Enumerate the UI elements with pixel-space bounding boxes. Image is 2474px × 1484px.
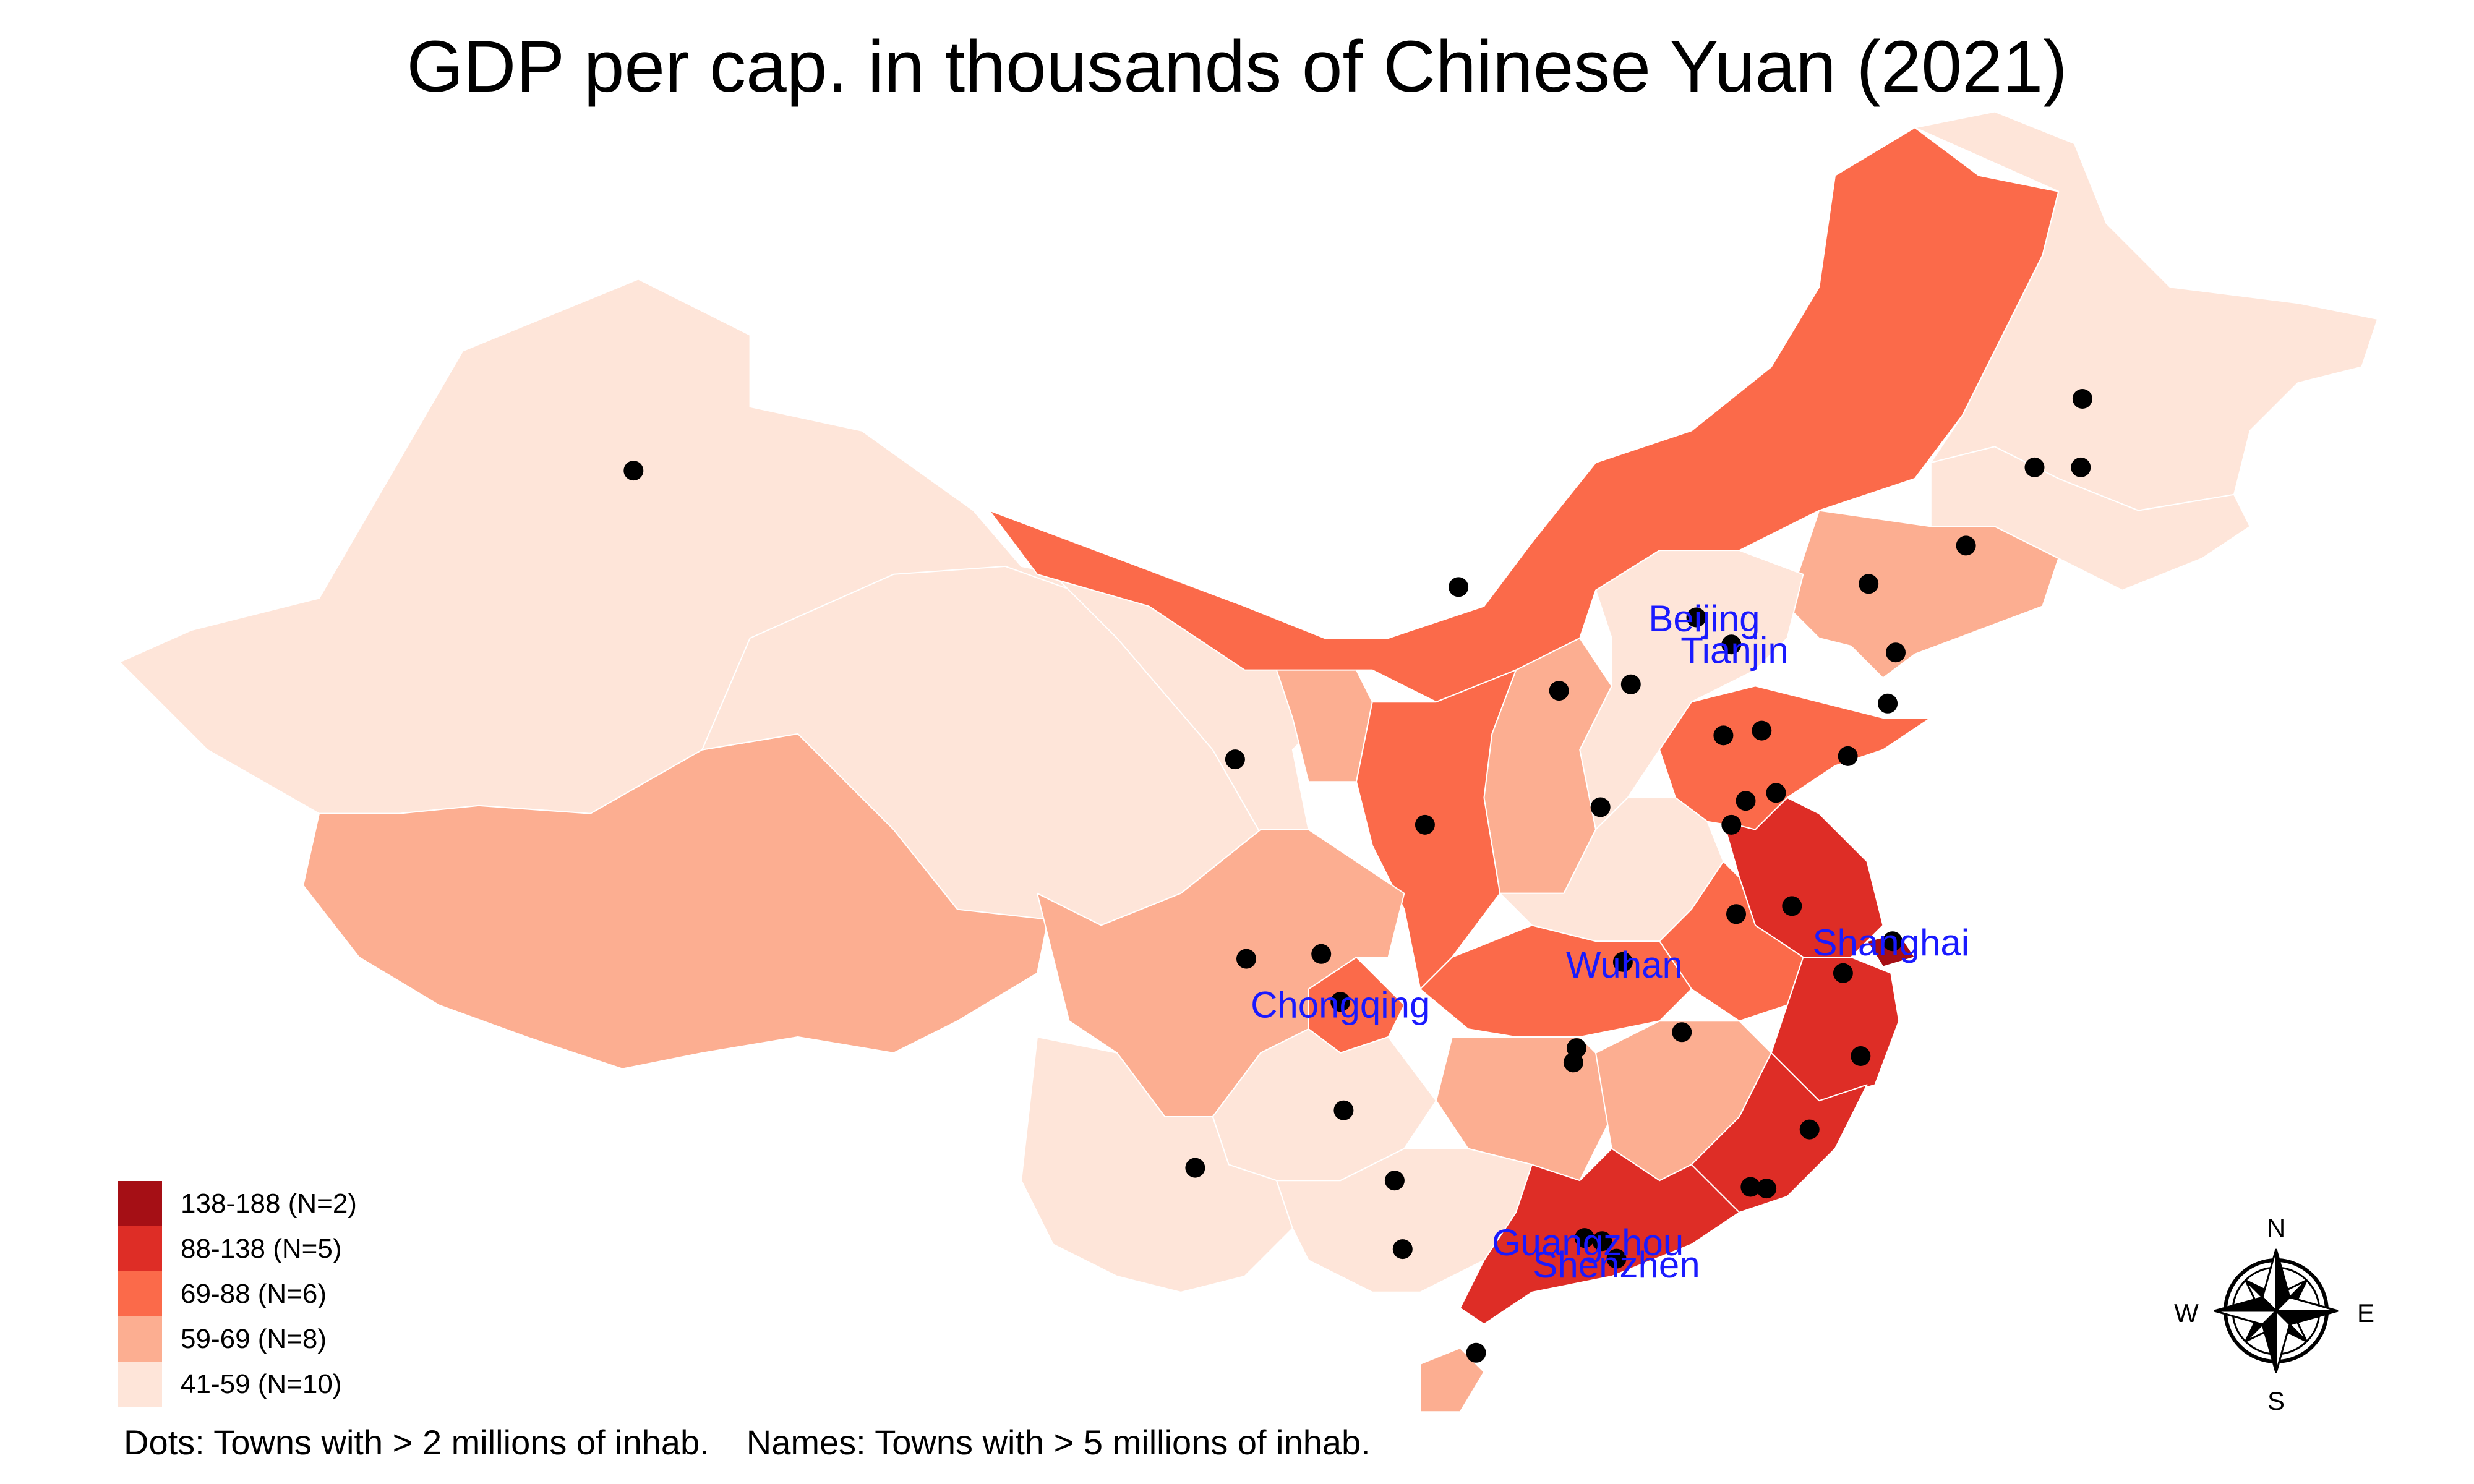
region-anhui — [1659, 861, 1804, 1022]
town-dot — [1549, 681, 1569, 701]
town-dot — [623, 461, 644, 481]
town-dot — [2024, 457, 2045, 477]
compass-rose: N S E W — [2174, 1213, 2374, 1415]
town-dot — [1384, 1171, 1405, 1191]
town-dot — [1799, 1119, 1820, 1140]
legend-item: 59-69 (N=8) — [118, 1316, 357, 1362]
legend-swatch — [118, 1316, 162, 1362]
region-heilongjiang — [1914, 111, 2379, 511]
town-dot — [1449, 577, 1469, 597]
town-dot — [1726, 904, 1746, 924]
town-dot — [1606, 1248, 1627, 1269]
legend-label: 138-188 (N=2) — [181, 1188, 357, 1219]
town-dot — [1592, 1231, 1612, 1252]
town-dot — [1757, 1179, 1777, 1199]
town-dot — [1740, 1177, 1761, 1197]
legend-item: 138-188 (N=2) — [118, 1181, 357, 1226]
town-dot — [1466, 1342, 1486, 1363]
region-tibet — [302, 733, 1054, 1070]
town-dot — [1782, 896, 1802, 916]
town-dot — [1859, 574, 1879, 594]
region-sichuan — [1037, 829, 1405, 1117]
town-dot — [1752, 720, 1772, 741]
town-dot — [1721, 634, 1742, 655]
compass-label-e: E — [2357, 1298, 2374, 1328]
town-dot — [1838, 746, 1858, 766]
legend-label: 88-138 (N=5) — [181, 1233, 342, 1264]
legend-label: 59-69 (N=8) — [181, 1323, 327, 1354]
region-fujian — [1690, 1052, 1868, 1213]
town-dot — [1415, 814, 1435, 835]
footnote-dots: Dots: Towns with > 2 millions of inhab. — [124, 1423, 709, 1462]
town-dot — [1236, 949, 1256, 969]
legend-swatch — [118, 1271, 162, 1316]
town-dot — [1392, 1239, 1413, 1260]
town-dot — [1590, 797, 1611, 817]
town-dot — [1686, 607, 1706, 628]
city-label: Guangzhou — [1492, 1222, 1684, 1263]
town-dot — [1766, 783, 1786, 803]
town-dot — [1225, 749, 1245, 770]
legend-label: 69-88 (N=6) — [181, 1278, 327, 1309]
town-dot — [1878, 693, 1898, 714]
town-dot — [1672, 1022, 1692, 1043]
town-dot — [1330, 992, 1351, 1012]
town-dot — [1886, 642, 1906, 663]
town-dot — [1574, 1228, 1594, 1248]
town-dot — [1882, 931, 1903, 952]
legend-item: 88-138 (N=5) — [118, 1226, 357, 1271]
town-dot — [1333, 1100, 1354, 1120]
legend-item: 69-88 (N=6) — [118, 1271, 357, 1316]
legend-item: 41-59 (N=10) — [118, 1362, 357, 1407]
region-hainan — [1419, 1347, 1485, 1413]
city-label: Beijing — [1648, 598, 1760, 639]
city-label: Tianjin — [1680, 630, 1789, 672]
town-dot — [1721, 814, 1742, 835]
compass-label-n: N — [2267, 1213, 2285, 1242]
town-dot — [1612, 952, 1633, 972]
compass-label-s: S — [2267, 1386, 2285, 1415]
legend-swatch — [118, 1181, 162, 1226]
town-dot — [1851, 1046, 1871, 1066]
town-dot — [2072, 389, 2092, 409]
town-dot — [1563, 1052, 1583, 1073]
legend: 138-188 (N=2) 88-138 (N=5) 69-88 (N=6) 5… — [118, 1181, 357, 1407]
town-dot — [1713, 725, 1734, 746]
town-dot — [1185, 1158, 1205, 1178]
city-label: Shanghai — [1813, 922, 1970, 963]
region-shaanxi — [1356, 669, 1517, 990]
compass-label-w: W — [2174, 1298, 2199, 1328]
town-dot — [1311, 944, 1332, 964]
city-label: Chongqing — [1251, 984, 1430, 1025]
legend-label: 41-59 (N=10) — [181, 1368, 342, 1399]
footnote-names: Names: Towns with > 5 millions of inhab. — [746, 1423, 1371, 1462]
region-liaoning — [1786, 510, 2060, 679]
town-dot — [1620, 674, 1641, 694]
town-dot — [2071, 457, 2091, 477]
footnote: Dots: Towns with > 2 millions of inhab. N… — [124, 1422, 1408, 1462]
town-dot — [1736, 791, 1756, 811]
city-label: Wuhan — [1566, 944, 1683, 986]
town-dot — [1956, 535, 1976, 556]
legend-swatch — [118, 1362, 162, 1407]
legend-swatch — [118, 1226, 162, 1271]
map-title: GDP per cap. in thousands of Chinese Yua… — [406, 26, 2068, 108]
city-label: Shenzhen — [1533, 1244, 1700, 1286]
town-dot — [1833, 963, 1853, 983]
region-hunan — [1436, 1036, 1612, 1182]
